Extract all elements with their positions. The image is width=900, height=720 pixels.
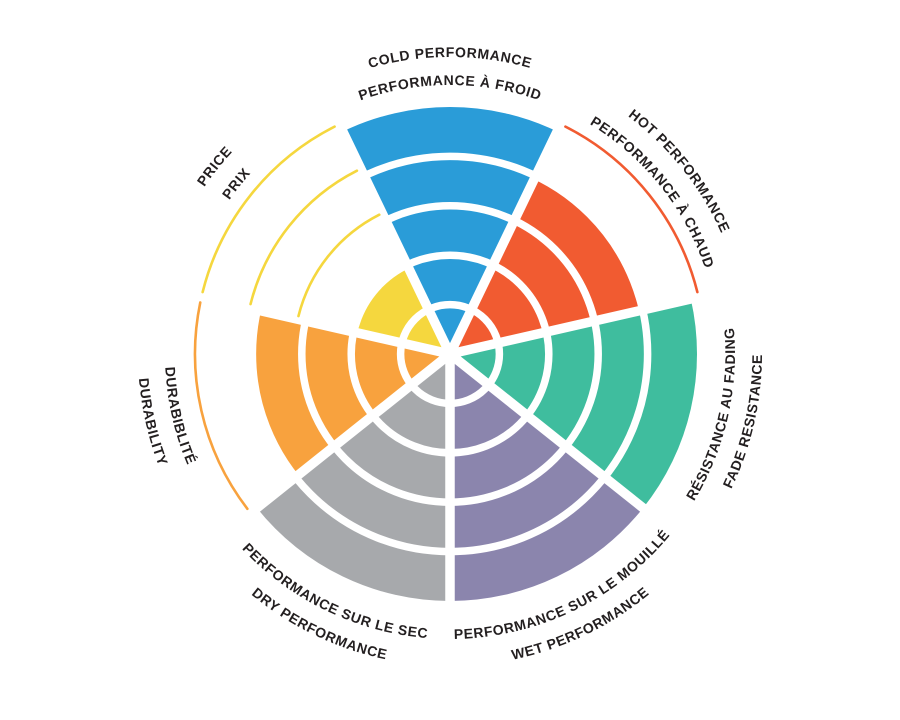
sector-separator-1: [445, 124, 564, 357]
wheel-label-cold-fr: PERFORMANCE À FROID: [356, 72, 544, 103]
unfilled-ring-arc-durability-5: [193, 301, 249, 511]
wedge-cold: [342, 106, 558, 354]
wheel-label-cold-en: COLD PERFORMANCE: [366, 44, 534, 71]
wedge-wet: [450, 354, 644, 601]
wedges: [252, 106, 698, 601]
unfilled-ring-arc-price-4: [249, 169, 359, 306]
unfilled-ring-arcs: [193, 125, 699, 511]
sector-separator-5: [250, 350, 453, 515]
sector-separator-2: [448, 293, 697, 359]
sector-separator-6: [203, 293, 452, 359]
unfilled-ring-arc-price-3: [297, 213, 381, 318]
sector-separator-0: [336, 124, 455, 357]
wedge-dry: [256, 354, 450, 601]
sector-separator-3: [447, 350, 650, 515]
unfilled-ring-arc-price-5: [201, 125, 336, 294]
sector-separators: [203, 124, 697, 606]
wedge-fade: [450, 299, 698, 508]
wheel-label-durability-fr: DURABIBLITÉ: [162, 366, 200, 466]
unfilled-ring-arc-hot-5: [564, 125, 699, 294]
